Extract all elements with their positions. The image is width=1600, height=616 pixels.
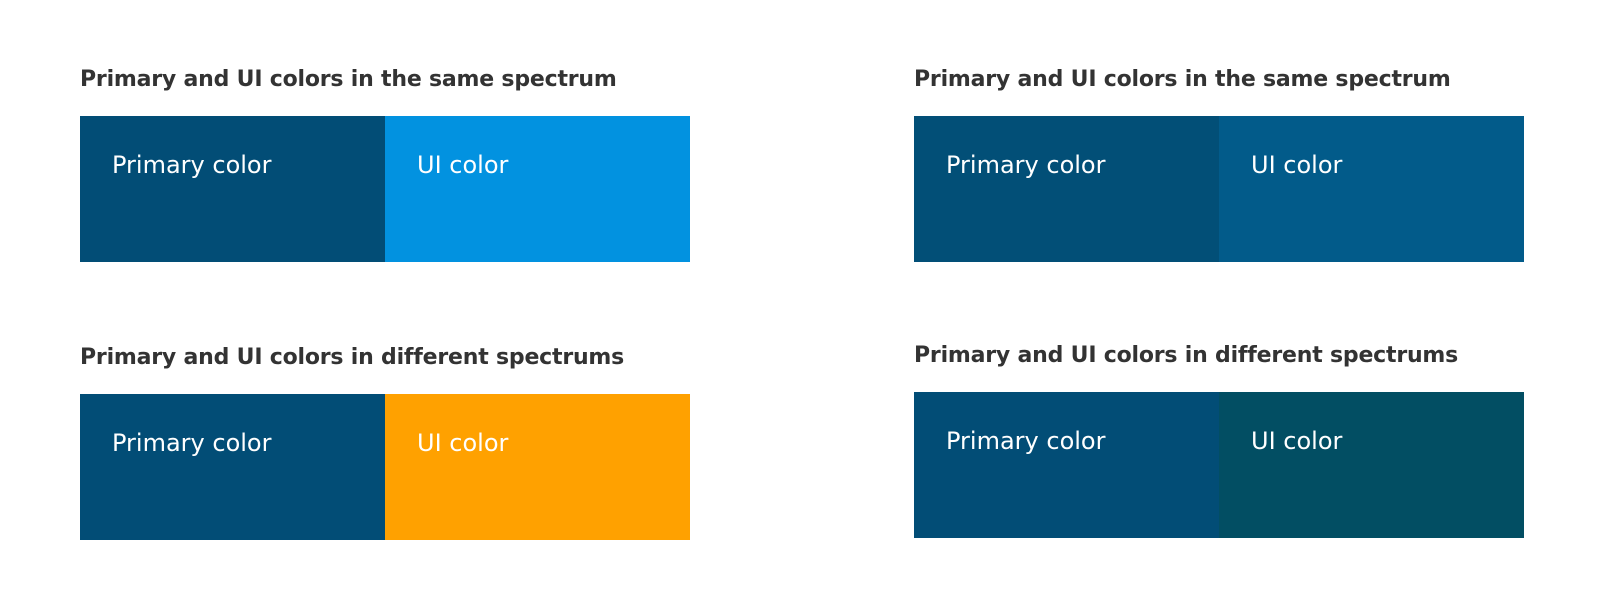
primary-color-label: Primary color [112,151,272,179]
panel-title: Primary and UI colors in the same spectr… [80,67,617,92]
ui-color-label: UI color [1251,427,1343,455]
color-comparison-panel-same-spectrum-bright: Primary and UI colors in the same spectr… [80,66,690,262]
primary-color-swatch: Primary color [914,116,1219,262]
primary-color-swatch: Primary color [80,394,385,540]
color-comparison-panel-different-spectrums-teal: Primary and UI colors in different spect… [914,342,1524,538]
ui-color-label: UI color [417,429,509,457]
color-comparison-panel-same-spectrum-muted: Primary and UI colors in the same spectr… [914,66,1524,262]
primary-color-label: Primary color [112,429,272,457]
primary-color-label: Primary color [946,427,1106,455]
ui-color-swatch: UI color [1219,392,1524,538]
ui-color-label: UI color [417,151,509,179]
primary-color-label: Primary color [946,151,1106,179]
swatch-row: Primary color UI color [914,392,1524,538]
ui-color-swatch: UI color [1219,116,1524,262]
panel-title: Primary and UI colors in different spect… [80,345,625,370]
swatch-row: Primary color UI color [914,116,1524,262]
color-comparison-panel-different-spectrums-orange: Primary and UI colors in different spect… [80,344,690,540]
ui-color-swatch: UI color [385,394,690,540]
swatch-row: Primary color UI color [80,394,690,540]
panel-title: Primary and UI colors in different spect… [914,343,1459,368]
panel-title: Primary and UI colors in the same spectr… [914,67,1451,92]
swatch-row: Primary color UI color [80,116,690,262]
ui-color-swatch: UI color [385,116,690,262]
primary-color-swatch: Primary color [914,392,1219,538]
ui-color-label: UI color [1251,151,1343,179]
primary-color-swatch: Primary color [80,116,385,262]
